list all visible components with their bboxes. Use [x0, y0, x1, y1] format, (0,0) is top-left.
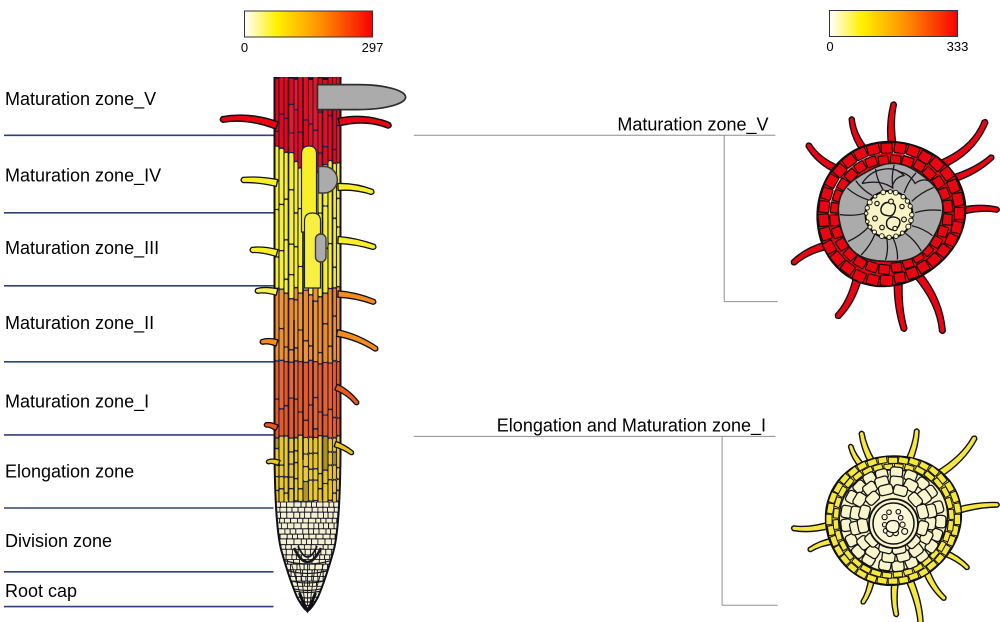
- svg-text:Division zone: Division zone: [5, 531, 112, 551]
- svg-text:Elongation zone: Elongation zone: [5, 462, 134, 482]
- svg-text:297: 297: [362, 40, 384, 55]
- svg-text:333: 333: [947, 39, 969, 54]
- svg-text:Maturation zone_V: Maturation zone_V: [5, 89, 156, 110]
- svg-text:Maturation zone_II: Maturation zone_II: [5, 313, 154, 334]
- svg-text:0: 0: [826, 39, 833, 54]
- svg-text:Maturation zone_III: Maturation zone_III: [5, 238, 159, 259]
- svg-text:Root cap: Root cap: [5, 581, 77, 601]
- svg-text:Maturation zone_I: Maturation zone_I: [5, 392, 149, 413]
- svg-text:Maturation zone_IV: Maturation zone_IV: [5, 166, 161, 187]
- svg-text:Elongation and Maturation zone: Elongation and Maturation zone_I: [497, 416, 766, 437]
- svg-text:Maturation zone_V: Maturation zone_V: [617, 114, 768, 135]
- svg-text:0: 0: [241, 40, 248, 55]
